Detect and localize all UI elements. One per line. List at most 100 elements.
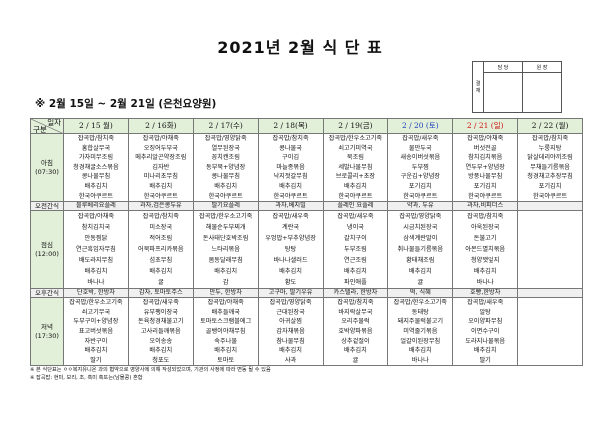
menu-item: 적어조림 xyxy=(149,235,173,243)
menu-cell: 잡곡밥/한우소고기죽 해물순두부찌개 돈사태단호박조림 느타리볶음 봄동달래무침 배추김치… xyxy=(192,210,259,290)
menu-item: 묵조림 xyxy=(346,154,364,162)
menu-item: 배추김치 xyxy=(408,347,432,355)
menu-item: 해물순두부찌개 xyxy=(205,224,246,232)
corner-category-label: 구분 xyxy=(33,125,47,134)
menu-item xyxy=(519,233,582,244)
corner-diagonal-line xyxy=(31,119,62,133)
menu-item: 바나나 xyxy=(411,356,429,364)
menu-cell: 잡곡밥/야채죽 배추들깨국 토마토스크램블에그 골뱅이야채무침 숙주나물 배추김치 토마토 xyxy=(192,297,259,367)
menu-item: 삼색계란말이 xyxy=(403,235,438,243)
menu-item: 방풍나물무침 xyxy=(468,173,503,181)
snack-row: 오후간식 단호박, 한방차 감자, 토마토주스 만두, 한방차 고구마, 딸기우유 카스텔… xyxy=(30,288,583,299)
menu-item: 배추김치 xyxy=(408,268,432,276)
date-header: 2 / 20 (토) xyxy=(387,118,454,134)
menu-cell: 잡곡밥/영양닭죽 열무된장국 꽁치캔조림 동부묵+양념장 콩나물무침 배추김치 한국야쿠르트 xyxy=(192,132,259,203)
menu-item: 취나물들기름볶음 xyxy=(397,246,444,254)
menu-item: 연근흑임자무침 xyxy=(76,246,116,254)
menu-item: 감 xyxy=(222,279,229,287)
menu-item: 우엉밥+부추양념장 xyxy=(265,235,316,243)
menu-item: 김자반 xyxy=(152,163,170,171)
menu-item: 연두부+양념장 xyxy=(465,163,505,171)
menu-item xyxy=(519,266,582,277)
menu-item: 바나나 xyxy=(87,279,105,287)
menu-item: 시금치된장국 xyxy=(403,224,438,232)
menu-item: 딸기 xyxy=(479,356,491,364)
menu-item: 한국야쿠르트 xyxy=(403,192,438,200)
menu-item: 열무된장국 xyxy=(211,144,240,152)
menu-item xyxy=(519,308,582,318)
snack-cell: 호빵,한방차 xyxy=(452,288,519,299)
menu-cell xyxy=(517,297,583,367)
menu-cell: 잡곡밥/새우죽 냉이국 갈치구이 두부조림 연근조림 배추김치 파인애플 xyxy=(322,210,389,290)
menu-item: 봄동달래무침 xyxy=(208,257,243,265)
row-label: 점심 (12:00) xyxy=(30,210,64,290)
menu-item: 새송이버섯볶음 xyxy=(400,154,441,162)
menu-cell: 잡곡밥/참치죽 미소장국 적어조림 어묵파프리카볶음 섬초무침 배추김치 귤 xyxy=(127,210,194,290)
menu-item: 포기김치 xyxy=(473,182,497,190)
menu-item: 호박양파볶음 xyxy=(338,327,373,335)
menu-item: 미역줄기볶음 xyxy=(403,327,438,335)
menu-item: 배추김치 xyxy=(214,268,238,276)
menu-item: 한국야쿠르트 xyxy=(78,192,114,200)
menu-item xyxy=(519,346,582,356)
menu-item: 두부구이+양념장 xyxy=(73,318,119,326)
menu-item: 잡곡밥/한우소고기죽 xyxy=(393,299,447,307)
meal-time: (17:30) xyxy=(35,331,59,340)
menu-item: 배추김치 xyxy=(214,347,238,355)
menu-item: 배추김치 xyxy=(344,182,367,190)
menu-item xyxy=(519,244,582,255)
snack-cell xyxy=(517,201,583,212)
menu-item: 꽁치캔조림 xyxy=(211,154,240,162)
menu-item: 토마토스크램블에그 xyxy=(200,318,252,326)
menu-item: 돈불고기 xyxy=(473,235,497,243)
menu-item: 잡곡밥/한우소고기죽 xyxy=(69,299,123,307)
menu-item: 잡곡밥/야채죽 xyxy=(142,135,179,142)
menu-item: 귤 xyxy=(157,279,164,287)
menu-item xyxy=(519,277,582,288)
menu-cell: 잡곡밥/새우죽 유부팽이장국 돈육청경채불고기 고사리들깨볶음 오이송송 배추김치 청포도 xyxy=(127,297,194,367)
menu-item: 잡곡밥/영양닭죽 xyxy=(269,299,312,307)
menu-item: 바나나 xyxy=(476,279,494,287)
snack-cell: 과자,검은콩두유 xyxy=(127,201,194,212)
menu-item: 아귀살찜 xyxy=(279,318,302,326)
menu-item: 메추리알곤약장조림 xyxy=(135,154,187,162)
row-label: 아침 (07:30) xyxy=(30,132,64,203)
approval-sign-manager[interactable] xyxy=(483,72,523,113)
snack-cell: 만두, 한방차 xyxy=(192,288,259,299)
menu-item: 잡곡밥/참치죽 xyxy=(337,299,374,307)
menu-item: 구운김+양념장 xyxy=(400,173,440,181)
menu-item: 배추들깨국 xyxy=(211,308,240,316)
menu-item: 한국야쿠르트 xyxy=(143,192,178,200)
menu-cell: 잡곡밥/한우소고기죽 쇠고기미역국 묵조림 세발나물무침 브로콜리+초장 배추김치 한국야쿠… xyxy=(322,132,389,203)
menu-item: 잡곡밥/참치죽 xyxy=(77,135,115,142)
menu-cell: 잡곡밥/야채죽 버섯전골 참치김치볶음 연두부+양념장 방풍나물무침 포기김치 한국야쿠르트 xyxy=(452,132,519,203)
menu-item: 참나물무침 xyxy=(276,337,305,345)
menu-item: 잡곡밥/참치죽 xyxy=(272,135,309,142)
menu-item: 한국야쿠르트 xyxy=(338,192,373,200)
menu-item: 잡곡밥/새우죽 xyxy=(272,213,309,221)
menu-item: 배추김치 xyxy=(344,268,367,276)
menu-item: 아몬드멸치볶음 xyxy=(465,246,506,254)
menu-item: 닭살데리야끼조림 xyxy=(527,154,573,162)
menu-item: 탕탕 xyxy=(284,246,297,254)
menu-item: 귤 xyxy=(352,356,359,364)
menu-item: 배추김치 xyxy=(84,182,108,190)
approval-sign-director[interactable] xyxy=(522,72,562,113)
meal-row-lunch: 점심 (12:00) 잡곡밥/야채죽 참치김치국 안동찜닭 연근흑임자무침 배도라지무침 배추… xyxy=(30,210,583,290)
menu-item: 섬초무침 xyxy=(149,257,173,265)
menu-item: 배추김치 xyxy=(84,347,108,355)
footnote: ※ 본 식단표는 ㅇㅇ복지유니온 과의 협약으로 영양사에 의해 작성되었으며,… xyxy=(30,367,271,373)
meal-name: 점심 xyxy=(41,240,53,249)
row-label: 저녁 (17:30) xyxy=(30,297,64,367)
menu-item: 잡곡밥/영양닭죽 xyxy=(204,135,247,142)
menu-item: 숙주나물 xyxy=(214,337,238,345)
menu-item: 두부조림 xyxy=(344,246,367,254)
menu-item: 쇠고기미역국 xyxy=(338,144,373,152)
menu-cell: 잡곡밥/한우소고기죽 동태탕 돼지주물럭불고기 미역줄기볶음 얼갈이된장무침 배추김치 바나… xyxy=(387,297,454,367)
menu-cell: 잡곡밥/새우죽 알탕 오이양파무침 이면수구이 도라지나물볶음 배추김치 딸기 xyxy=(452,297,519,367)
snack-cell: 카스텔라, 한방차 xyxy=(322,288,389,299)
menu-item: 바지락살무국 xyxy=(338,308,373,316)
menu-item: 배추김치 xyxy=(279,268,302,276)
meal-row-breakfast: 아침 (07:30) 잡곡밥/참치죽 홍합살무국 가자미무조림 청경채굴소스볶음 콩나물무침… xyxy=(30,132,583,203)
menu-item: 표고버섯볶음 xyxy=(78,327,114,335)
